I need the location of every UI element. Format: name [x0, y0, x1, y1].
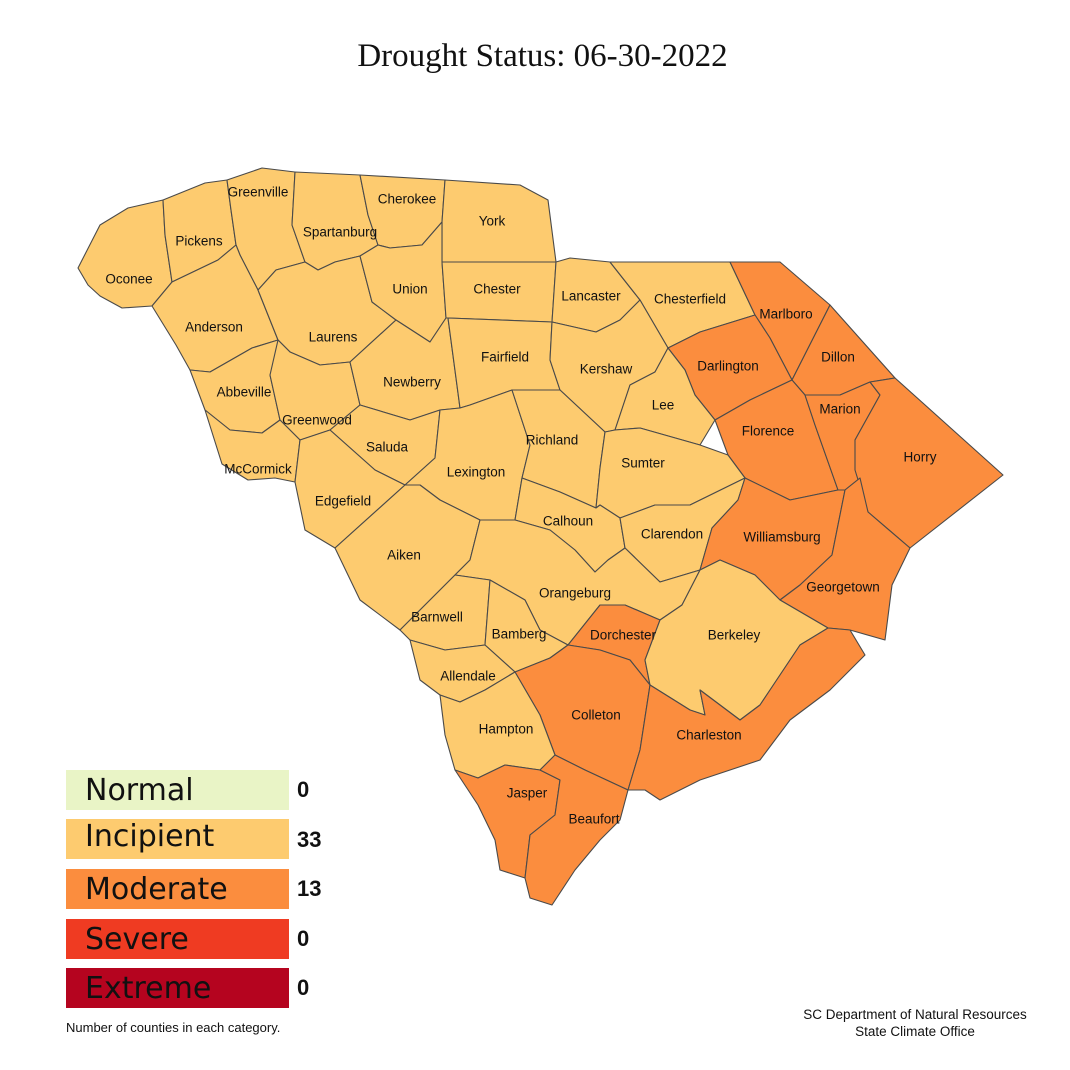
county-label-spartanburg: Spartanburg — [303, 225, 377, 240]
legend-label-severe: Severe — [85, 922, 189, 957]
county-label-clarendon: Clarendon — [641, 527, 703, 542]
county-label-hampton: Hampton — [479, 722, 534, 737]
county-label-abbeville: Abbeville — [217, 385, 272, 400]
county-label-beaufort: Beaufort — [568, 812, 619, 827]
counties-layer — [77, 167, 1004, 906]
county-charleston — [627, 627, 866, 801]
county-label-berkeley: Berkeley — [708, 628, 761, 643]
county-label-chesterfield: Chesterfield — [654, 292, 726, 307]
legend-swatch-extreme — [66, 968, 289, 1008]
county-label-saluda: Saluda — [366, 440, 409, 455]
county-label-anderson: Anderson — [185, 320, 243, 335]
credit-line-1: SC Department of Natural Resources — [803, 1007, 1027, 1022]
county-label-darlington: Darlington — [697, 359, 759, 374]
county-label-dorchester: Dorchester — [590, 628, 657, 643]
county-label-greenwood: Greenwood — [282, 413, 352, 428]
county-label-union: Union — [392, 282, 427, 297]
county-label-orangeburg: Orangeburg — [539, 586, 611, 601]
county-label-marlboro: Marlboro — [759, 307, 812, 322]
county-label-aiken: Aiken — [387, 548, 421, 563]
legend-swatch-normal — [66, 770, 289, 810]
county-georgetown — [779, 477, 911, 641]
county-label-allendale: Allendale — [440, 669, 496, 684]
county-label-jasper: Jasper — [507, 786, 548, 801]
county-label-colleton: Colleton — [571, 708, 621, 723]
county-label-lexington: Lexington — [447, 465, 506, 480]
county-label-fairfield: Fairfield — [481, 350, 529, 365]
legend-swatch-severe — [66, 919, 289, 959]
county-label-lancaster: Lancaster — [561, 289, 621, 304]
county-oconee — [77, 199, 173, 309]
county-label-edgefield: Edgefield — [315, 494, 371, 509]
county-label-calhoun: Calhoun — [543, 514, 593, 529]
legend-swatch-moderate — [66, 869, 289, 909]
credit-line-2: State Climate Office — [855, 1024, 975, 1039]
county-label-bamberg: Bamberg — [492, 627, 547, 642]
county-label-marion: Marion — [819, 402, 860, 417]
county-label-horry: Horry — [904, 450, 937, 465]
legend-label-incipient: Incipient — [85, 819, 215, 854]
legend-note: Number of counties in each category. — [66, 1020, 281, 1035]
county-label-pickens: Pickens — [175, 234, 223, 249]
county-labels-layer: Oconee Pickens Greenville Spartanburg Cherok… — [105, 185, 936, 827]
county-label-barnwell: Barnwell — [411, 610, 463, 625]
legend-label-moderate: Moderate — [85, 872, 228, 907]
county-label-cherokee: Cherokee — [378, 192, 437, 207]
county-label-sumter: Sumter — [621, 456, 665, 471]
county-label-charleston: Charleston — [676, 728, 741, 743]
legend-label-extreme: Extreme — [85, 971, 212, 1006]
credit: SC Department of Natural Resources State… — [775, 1006, 1055, 1040]
legend-count-moderate: 13 — [297, 876, 322, 901]
county-label-york: York — [479, 214, 506, 229]
county-label-oconee: Oconee — [105, 272, 152, 287]
legend-count-severe: 0 — [297, 926, 310, 951]
county-label-kershaw: Kershaw — [580, 362, 633, 377]
legend-swatch-incipient — [66, 819, 289, 859]
map-title: Drought Status: 06-30-2022 — [357, 38, 728, 74]
county-label-greenville: Greenville — [228, 185, 289, 200]
legend-count-extreme: 0 — [297, 975, 310, 1000]
legend-label-normal: Normal — [85, 773, 194, 808]
county-label-dillon: Dillon — [821, 350, 855, 365]
legend-count-normal: 0 — [297, 777, 310, 802]
county-label-chester: Chester — [473, 282, 521, 297]
county-label-georgetown: Georgetown — [806, 580, 880, 595]
county-label-newberry: Newberry — [383, 375, 441, 390]
county-label-florence: Florence — [742, 424, 795, 439]
county-label-mccormick: McCormick — [224, 462, 292, 477]
county-label-richland: Richland — [526, 433, 579, 448]
county-label-laurens: Laurens — [309, 330, 358, 345]
legend-count-incipient: 33 — [297, 827, 322, 852]
county-label-williamsburg: Williamsburg — [743, 530, 820, 545]
county-beaufort — [524, 754, 629, 906]
county-label-lee: Lee — [652, 398, 675, 413]
